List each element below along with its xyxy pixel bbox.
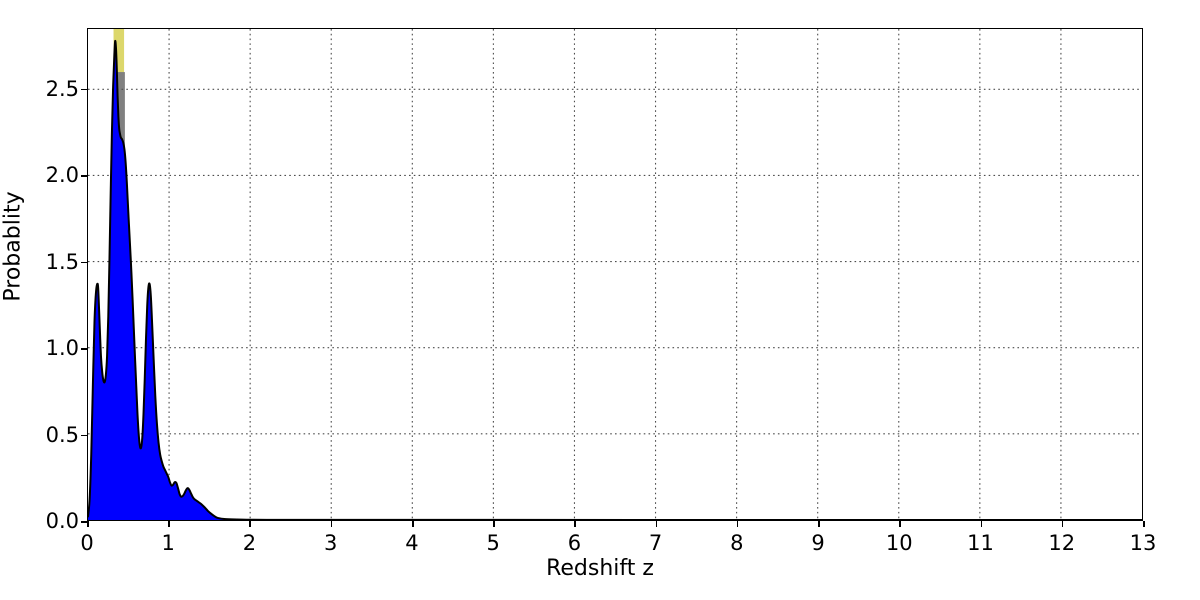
x-axis-tick-label: 8: [730, 531, 744, 555]
x-axis-tick-mark: [899, 521, 901, 527]
x-axis-tick-label: 2: [242, 531, 257, 555]
y-axis-title: Probablity: [0, 0, 28, 493]
x-axis-tick-mark: [574, 521, 576, 527]
x-axis-title: Redshift z: [0, 556, 1200, 581]
pdf-area-series: [88, 39, 1142, 520]
x-axis-tick-mark: [168, 521, 170, 527]
grid-layer: [88, 29, 1142, 520]
y-axis-tick-mark: [81, 175, 87, 177]
x-axis-tick-label: 0: [80, 531, 94, 555]
y-axis-tick-mark: [81, 261, 87, 264]
y-axis-tick-label: 0.5: [45, 422, 79, 447]
x-axis-tick-mark: [655, 521, 658, 527]
x-axis-tick-mark: [330, 521, 333, 527]
x-axis-tick-label: 9: [811, 531, 825, 555]
x-axis-tick-label: 5: [486, 531, 500, 555]
y-axis-tick-mark: [81, 348, 87, 350]
y-axis-tick-mark: [81, 521, 87, 523]
pdf-area-fill: [88, 40, 1142, 520]
x-axis-tick-label: 3: [324, 531, 338, 555]
y-axis-tick-label: 0.0: [45, 509, 79, 533]
y-axis-tick-mark: [81, 434, 87, 437]
x-axis-tick-mark: [411, 521, 414, 527]
y-axis-tick-mark: [81, 88, 87, 91]
pdf-outline: [88, 39, 1142, 520]
y-axis-tick-label: 2.5: [45, 76, 79, 101]
x-axis-tick-mark: [818, 521, 820, 527]
x-axis-tick-mark: [736, 521, 739, 527]
x-axis-tick-label: 4: [405, 531, 419, 555]
x-axis-tick-label: 6: [567, 531, 582, 555]
y-axis-tick-label: 1.5: [45, 249, 79, 274]
x-axis-tick-mark: [1143, 521, 1145, 527]
x-axis-tick-label: 13: [1129, 531, 1157, 555]
x-axis-tick-mark: [87, 521, 89, 527]
x-axis-tick-mark: [980, 521, 983, 527]
y-axis-tick-label: 2.0: [45, 163, 79, 188]
y-axis-title-text: Probablity: [0, 191, 26, 302]
y-axis-tick-label: 1.0: [45, 336, 79, 361]
x-axis-tick-label: 12: [1048, 531, 1076, 555]
x-axis-tick-label: 1: [161, 531, 175, 555]
x-axis-tick-label: 7: [648, 531, 663, 555]
x-axis-tick-label: 11: [967, 531, 994, 555]
x-axis-title-text: Redshift z: [546, 556, 654, 581]
x-axis-tick-mark: [249, 521, 252, 527]
x-axis-tick-mark: [1061, 521, 1064, 527]
plot-area: [87, 28, 1143, 521]
x-axis-tick-mark: [493, 521, 495, 527]
x-axis-tick-label: 10: [885, 531, 913, 555]
